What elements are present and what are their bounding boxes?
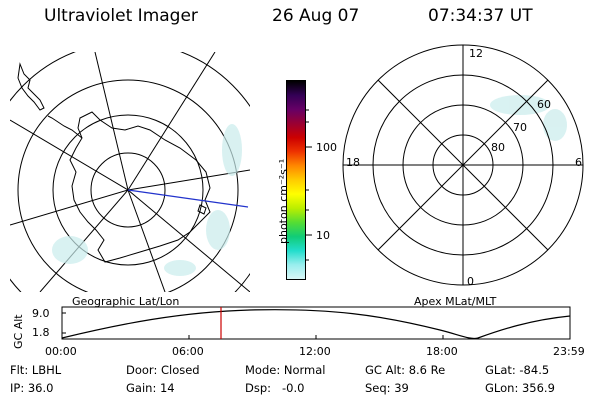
info-glat: GLat: -84.5	[485, 363, 550, 377]
gc-alt-ytick-min: 1.8	[32, 326, 50, 339]
apex-aurora-emission	[490, 95, 567, 141]
gc-alt-xtick-1200: 12:00	[299, 345, 331, 358]
info-door: Door: Closed	[126, 363, 200, 377]
mlat-label-60: 60	[537, 98, 551, 111]
mlt-label-18: 18	[346, 156, 360, 169]
geo-meridian	[39, 189, 129, 292]
gc-alt-xtick-0000: 00:00	[45, 345, 77, 358]
gc-alt-xtick-1800: 18:00	[426, 345, 458, 358]
colorbar-gradient	[287, 81, 305, 279]
island-coastline	[197, 204, 207, 215]
info-dsp: Dsp: -0.0	[245, 381, 305, 395]
geo-meridian	[127, 189, 166, 292]
geo-meridian	[10, 119, 129, 191]
gc-alt-orbit-curve	[61, 309, 571, 340]
geo-meridian	[127, 52, 216, 191]
gc-alt-ytick-max: 9.0	[32, 307, 50, 320]
time-label: 07:34:37 UT	[428, 6, 533, 26]
geo-meridian	[10, 189, 129, 226]
south-america-coastline	[17, 62, 45, 111]
antarctic-peninsula	[47, 115, 83, 139]
geographic-panel-label: Geographic Lat/Lon	[72, 295, 180, 308]
geo-lat-circle	[17, 79, 239, 292]
geo-lat-circle	[52, 114, 204, 266]
info-glon: GLon: 356.9	[485, 381, 555, 395]
gc-alt-plot-frame	[61, 306, 571, 340]
geo-meridian	[94, 52, 129, 191]
mlat-label-70: 70	[513, 121, 527, 134]
info-gc-alt: GC Alt: 8.6 Re	[365, 363, 446, 377]
info-ip: IP: 36.0	[10, 381, 54, 395]
date-label: 26 Aug 07	[272, 6, 360, 26]
gc-alt-xtick-0600: 06:00	[172, 345, 204, 358]
sun-direction-line	[127, 189, 249, 208]
geo-meridian	[127, 189, 250, 292]
geo-lat-circle	[90, 152, 166, 228]
apex-meridian-diagonal	[377, 79, 549, 251]
gc-alt-xtick-2359: 23:59	[553, 345, 585, 358]
apex-panel-label: Apex MLat/MLT	[414, 295, 497, 308]
mlt-label-12: 12	[469, 47, 483, 60]
mlat-label-80: 80	[491, 141, 505, 154]
instrument-title: Ultraviolet Imager	[44, 6, 198, 26]
colorbar-tick-100: 100	[316, 141, 337, 154]
mlt-label-6: 6	[575, 156, 582, 169]
info-filter: Flt: LBHL	[10, 363, 62, 377]
mlt-label-0: 0	[467, 275, 474, 288]
info-gain: Gain: 14	[126, 381, 175, 395]
antarctica-coastline	[69, 111, 211, 263]
colorbar-tick-10: 10	[316, 229, 330, 242]
info-mode: Mode: Normal	[245, 363, 326, 377]
colorbar	[286, 80, 306, 280]
info-seq: Seq: 39	[365, 381, 409, 395]
geo-aurora-emission	[52, 124, 242, 276]
